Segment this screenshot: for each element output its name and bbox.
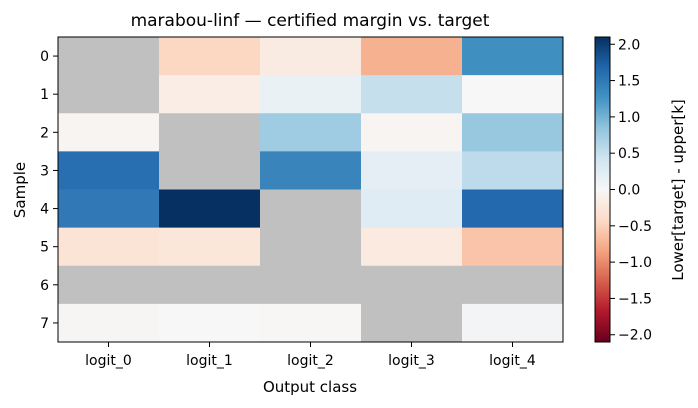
heatmap-cell — [159, 227, 261, 267]
heatmap-cell — [58, 37, 160, 76]
heatmap-cell — [159, 189, 261, 229]
y-axis-ticks: 0 1 2 3 4 5 6 7 — [40, 49, 58, 332]
heatmap-cell — [159, 37, 261, 76]
colorbar — [594, 36, 611, 343]
y-tick-label: 0 — [40, 49, 49, 65]
y-tick-label: 5 — [40, 240, 49, 256]
x-tick-label: logit_0 — [85, 353, 132, 369]
heatmap-cell — [361, 303, 463, 343]
heatmap-cell — [159, 151, 261, 190]
y-axis-label: Sample — [11, 162, 29, 218]
x-tick-label: logit_2 — [287, 353, 334, 369]
heatmap-cell — [462, 303, 564, 343]
heatmap-cell — [361, 151, 463, 190]
colorbar-tick-label: 2.0 — [618, 37, 640, 53]
heatmap-cell — [260, 75, 362, 114]
heatmap-cell — [462, 151, 564, 190]
colorbar-label: Lower[target] - upper[k] — [669, 99, 687, 281]
heatmap-cell — [159, 113, 261, 152]
heatmap-cell — [260, 303, 362, 343]
colorbar-tick-label: 1.5 — [618, 74, 640, 90]
heatmap-cell — [159, 75, 261, 114]
heatmap-cell — [260, 265, 362, 305]
heatmap-cell — [58, 75, 160, 114]
heatmap-cell — [260, 151, 362, 190]
heatmap-cell — [260, 189, 362, 229]
chart-title: marabou-linf — certified margin vs. targ… — [131, 11, 490, 31]
y-tick-label: 3 — [40, 163, 49, 179]
x-tick-label: logit_4 — [489, 353, 536, 369]
heatmap-cell — [361, 189, 463, 229]
colorbar-tick-label: 0.0 — [618, 183, 640, 199]
heatmap-cell — [159, 303, 261, 343]
heatmap-cell — [462, 37, 564, 76]
heatmap-cell — [361, 75, 463, 114]
heatmap-cell — [58, 113, 160, 152]
x-tick-label: logit_1 — [186, 353, 233, 369]
heatmap-cell — [361, 265, 463, 305]
heatmap-cell — [462, 227, 564, 267]
colorbar-tick-label: −2.0 — [618, 328, 652, 344]
x-axis-label: Output class — [263, 378, 357, 396]
heatmap-cells — [58, 37, 564, 343]
colorbar-tick-label: 1.0 — [618, 110, 640, 126]
heatmap-cell — [462, 75, 564, 114]
heatmap-cell — [58, 303, 160, 343]
colorbar-tick-label: −1.0 — [618, 255, 652, 271]
y-tick-label: 2 — [40, 125, 49, 141]
heatmap-cell — [462, 265, 564, 305]
colorbar-tick-label: −0.5 — [618, 219, 652, 235]
colorbar-tick-label: 0.5 — [618, 146, 640, 162]
heatmap-cell — [462, 113, 564, 152]
x-tick-label: logit_3 — [388, 353, 435, 369]
colorbar-ticks: −2.0 −1.5 −1.0 −0.5 0.0 0.5 1.0 1.5 2.0 — [610, 37, 652, 344]
heatmap-cell — [58, 151, 160, 190]
y-tick-label: 7 — [40, 316, 49, 332]
heatmap-cell — [58, 227, 160, 267]
heatmap-cell — [361, 37, 463, 76]
heatmap-cell — [361, 113, 463, 152]
heatmap-cell — [58, 189, 160, 229]
heatmap-cell — [58, 265, 160, 305]
colorbar-tick-label: −1.5 — [618, 291, 652, 307]
heatmap-cell — [260, 113, 362, 152]
y-tick-label: 6 — [40, 278, 49, 294]
heatmap-cell — [361, 227, 463, 267]
heatmap-cell — [462, 189, 564, 229]
y-tick-label: 1 — [40, 87, 49, 103]
heatmap-cell — [260, 227, 362, 267]
y-tick-label: 4 — [40, 202, 49, 218]
x-axis-ticks: logit_0 logit_1 logit_2 logit_3 logit_4 — [85, 342, 536, 369]
heatmap-cell — [260, 37, 362, 76]
heatmap-cell — [159, 265, 261, 305]
